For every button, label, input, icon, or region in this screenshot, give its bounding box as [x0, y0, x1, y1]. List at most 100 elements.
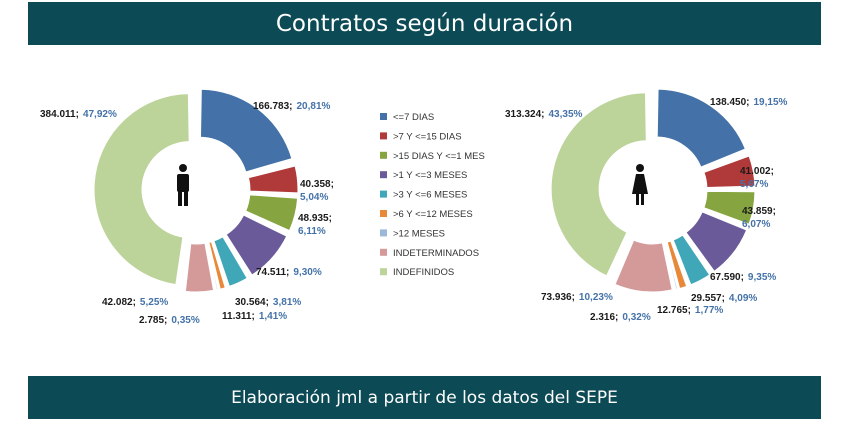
- data-percent-mujeres-4: 9,35%: [748, 272, 776, 283]
- data-value-mujeres-5: 29.557;: [691, 293, 725, 304]
- slice-hombres-8: [184, 242, 215, 293]
- data-label-hombres-8: 42.082; 5,25%: [102, 297, 168, 308]
- data-percent-mujeres-9: 43,35%: [548, 109, 582, 120]
- data-percent-hombres-8: 5,25%: [140, 297, 168, 308]
- data-label-hombres-9: 384.011; 47,92%: [40, 109, 117, 120]
- legend-swatch-1: [380, 113, 387, 120]
- data-value-mujeres-3: 43.859;: [742, 206, 776, 217]
- data-value-hombres-3: 48.935;: [298, 213, 332, 224]
- data-percent-mujeres-6: 1,77%: [695, 305, 723, 316]
- legend-label-7: >12 MESES: [393, 228, 445, 239]
- slice-hombres-1: [199, 88, 293, 173]
- data-label-mujeres-7: 2.316; 0,32%: [590, 312, 651, 323]
- data-percent-mujeres-7: 0,32%: [622, 312, 650, 323]
- legend-swatch-5: [380, 190, 387, 198]
- data-label-mujeres-9: 313.324; 43,35%: [505, 109, 583, 120]
- slice-mujeres-8: [614, 239, 673, 293]
- data-value-mujeres-1: 138.450;: [710, 97, 749, 108]
- data-label-mujeres-3: 43.859; 6,07%: [742, 206, 776, 230]
- legend-swatch-7: [380, 229, 387, 237]
- data-label-hombres-5: 30.564; 3,81%: [235, 297, 301, 308]
- slice-hombres-7: [206, 242, 219, 291]
- page-title: Contratos según duración: [275, 10, 574, 37]
- footer-credit-bar: Elaboración jml a partir de los datos de…: [28, 376, 821, 419]
- data-percent-hombres-6: 1,41%: [259, 311, 287, 322]
- data-label-mujeres-8: 73.936; 10,23%: [541, 292, 613, 303]
- data-value-mujeres-6: 12.765;: [657, 305, 691, 316]
- data-label-hombres-1: 166.783; 20,81%: [253, 101, 331, 112]
- legend-label-1: <=7 DIAS: [393, 112, 434, 123]
- data-percent-hombres-4: 9,30%: [293, 267, 321, 278]
- slice-mujeres-9: [550, 92, 647, 277]
- data-label-mujeres-4: 67.590; 9,35%: [710, 272, 776, 283]
- data-percent-mujeres-1: 19,15%: [753, 97, 787, 108]
- donut-chart-mujeres: 138.450; 19,15% 41.002; 5,67% 43.859; 6,07% 67…: [505, 88, 788, 323]
- legend-label-2: >7 Y <=15 DIAS: [393, 131, 462, 142]
- slice-hombres-6: [208, 241, 226, 290]
- data-percent-hombres-3: 6,11%: [298, 226, 326, 237]
- donut-chart-hombres: 166.783; 20,81% 40.358; 5,04% 48.935; 6,11% 74…: [40, 88, 334, 326]
- data-label-mujeres-2: 41.002; 5,67%: [740, 166, 774, 190]
- legend-label-3: >15 DIAS Y <=1 MES: [393, 151, 485, 162]
- legend: <=7 DIAS >7 Y <=15 DIAS >15 DIAS Y <=1 MES…: [380, 112, 485, 278]
- data-value-mujeres-7: 2.316;: [590, 312, 618, 323]
- data-percent-hombres-9: 47,92%: [83, 109, 117, 120]
- data-label-hombres-6: 11.311; 1,41%: [222, 311, 287, 322]
- slice-mujeres-4: [685, 211, 748, 272]
- legend-label-8: INDETERMINADOS: [393, 248, 479, 259]
- slice-mujeres-5: [672, 234, 711, 286]
- legend-label-5: >3 Y <=6 MESES: [393, 190, 467, 201]
- data-label-hombres-4: 74.511; 9,30%: [256, 267, 322, 278]
- legend-swatch-9: [380, 268, 387, 276]
- slice-hombres-4: [225, 214, 288, 276]
- slice-mujeres-1: [656, 88, 747, 168]
- data-percent-mujeres-2: 5,67%: [740, 179, 768, 190]
- data-label-hombres-7: 2.785; 0,35%: [139, 315, 200, 326]
- data-value-mujeres-9: 313.324;: [505, 109, 544, 120]
- slice-hombres-9: [93, 93, 190, 286]
- legend-label-6: >6 Y <=12 MESES: [393, 209, 473, 220]
- legend-swatch-2: [380, 132, 387, 140]
- data-percent-mujeres-5: 4,09%: [729, 293, 757, 304]
- data-label-hombres-3: 48.935; 6,11%: [298, 213, 332, 237]
- slice-mujeres-3: [703, 190, 756, 225]
- slice-mujeres-7: [664, 241, 679, 290]
- slice-hombres-3: [244, 194, 299, 232]
- slice-mujeres-6: [666, 240, 688, 290]
- legend-swatch-6: [380, 210, 387, 217]
- data-percent-hombres-5: 3,81%: [273, 297, 301, 308]
- data-percent-hombres-1: 20,81%: [296, 101, 330, 112]
- legend-swatch-3: [380, 151, 387, 159]
- slice-hombres-2: [247, 165, 299, 194]
- data-value-hombres-6: 11.311;: [222, 311, 255, 322]
- data-value-hombres-5: 30.564;: [235, 297, 269, 308]
- data-value-mujeres-4: 67.590;: [710, 272, 744, 283]
- male-icon: [177, 164, 189, 206]
- data-value-mujeres-2: 41.002;: [740, 166, 774, 177]
- legend-label-4: >1 Y <=3 MESES: [393, 170, 467, 181]
- data-value-hombres-7: 2.785;: [139, 315, 167, 326]
- data-value-hombres-2: 40.358;: [300, 179, 334, 190]
- data-value-hombres-4: 74.511;: [256, 267, 289, 278]
- legend-label-9: INDEFINIDOS: [393, 267, 454, 278]
- data-label-mujeres-5: 29.557; 4,09%: [691, 293, 757, 304]
- data-label-hombres-2: 40.358; 5,04%: [300, 179, 334, 203]
- legend-swatch-8: [380, 248, 387, 256]
- data-percent-hombres-7: 0,35%: [171, 315, 199, 326]
- data-label-mujeres-6: 12.765; 1,77%: [657, 305, 723, 316]
- female-icon: [632, 164, 648, 205]
- data-label-mujeres-1: 138.450; 19,15%: [710, 97, 788, 108]
- header-title-bar: Contratos según duración: [28, 2, 821, 45]
- data-value-hombres-1: 166.783;: [253, 101, 292, 112]
- legend-swatch-4: [380, 171, 387, 179]
- slice-hombres-5: [213, 236, 248, 287]
- data-value-mujeres-8: 73.936;: [541, 292, 575, 303]
- slice-mujeres-2: [703, 155, 756, 189]
- data-value-hombres-9: 384.011;: [40, 109, 79, 120]
- data-percent-hombres-2: 5,04%: [300, 192, 328, 203]
- data-percent-mujeres-3: 6,07%: [742, 219, 770, 230]
- data-percent-mujeres-8: 10,23%: [579, 292, 613, 303]
- data-value-hombres-8: 42.082;: [102, 297, 136, 308]
- footer-credit: Elaboración jml a partir de los datos de…: [231, 387, 618, 408]
